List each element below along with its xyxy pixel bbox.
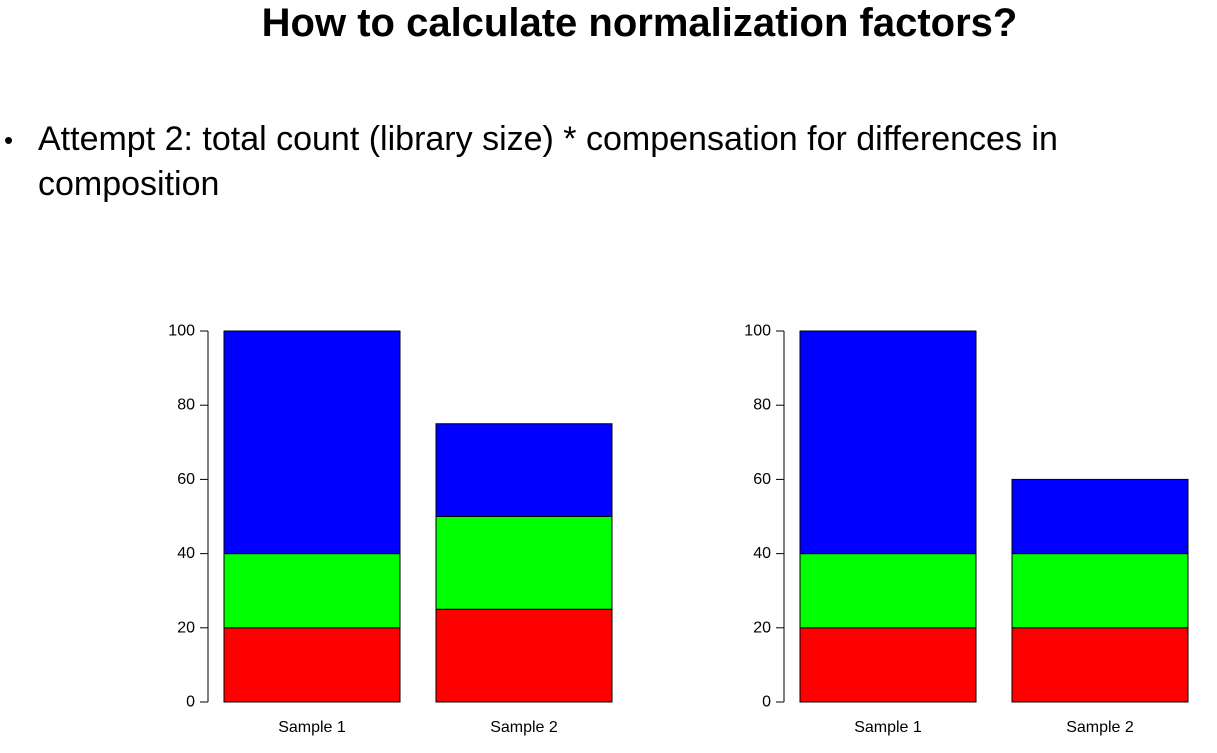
bar-segment-right-sample2-1 [1011, 553, 1189, 629]
category-label-right-1: Sample 1 [854, 719, 922, 736]
y-tick-label-right-20: 20 [753, 619, 771, 636]
y-tick-label-right-80: 80 [753, 397, 771, 414]
y-tick-label-left-0: 0 [186, 694, 195, 711]
y-tick-label-left-60: 60 [177, 471, 195, 488]
bar-segment-left-sample2-1 [435, 516, 613, 610]
y-tick-label-right-60: 60 [753, 471, 771, 488]
y-tick-label-right-100: 100 [744, 323, 771, 340]
category-label-right-2: Sample 2 [1066, 719, 1134, 736]
chart-right-svg: 0 20 40 60 80 100 Sample 1 Sample 2 [744, 323, 1189, 736]
bullet-text: Attempt 2: total count (library size) * … [38, 120, 1058, 203]
y-tick-label-right-0: 0 [762, 694, 771, 711]
bar-segment-right-sample1-1 [799, 553, 977, 629]
bar-segment-left-sample2-0 [435, 608, 613, 703]
stacked-bar-chart-right: 0 20 40 60 80 100 Sample 1 Sample 2 [576, 300, 1189, 753]
y-tick-label-left-80: 80 [177, 397, 195, 414]
bar-segment-right-sample1-2 [799, 330, 977, 555]
bar-segment-right-sample2-0 [1011, 627, 1189, 703]
y-tick-label-left-100: 100 [168, 323, 195, 340]
category-label-left-1: Sample 1 [278, 719, 346, 736]
bullet-marker: • [4, 125, 14, 155]
y-tick-label-right-40: 40 [753, 545, 771, 562]
bar-segment-right-sample2-2 [1011, 478, 1189, 555]
slide-title: How to calculate normalization factors? [261, 1, 1018, 45]
y-tick-label-left-40: 40 [177, 545, 195, 562]
bar-segment-right-sample1-0 [799, 627, 977, 703]
bar-segment-left-sample1-2 [223, 330, 401, 555]
y-tick-label-left-20: 20 [177, 619, 195, 636]
bar-segment-left-sample1-1 [223, 553, 401, 629]
category-label-left-2: Sample 2 [490, 719, 558, 736]
bar-segment-left-sample2-2 [435, 423, 613, 517]
stacked-bar-chart-left: 0 20 40 60 80 100 Sample 1 Sample 2 [0, 300, 613, 753]
bar-segment-left-sample1-0 [223, 627, 401, 703]
chart-left-svg: 0 20 40 60 80 100 Sample 1 Sample 2 [168, 323, 613, 736]
